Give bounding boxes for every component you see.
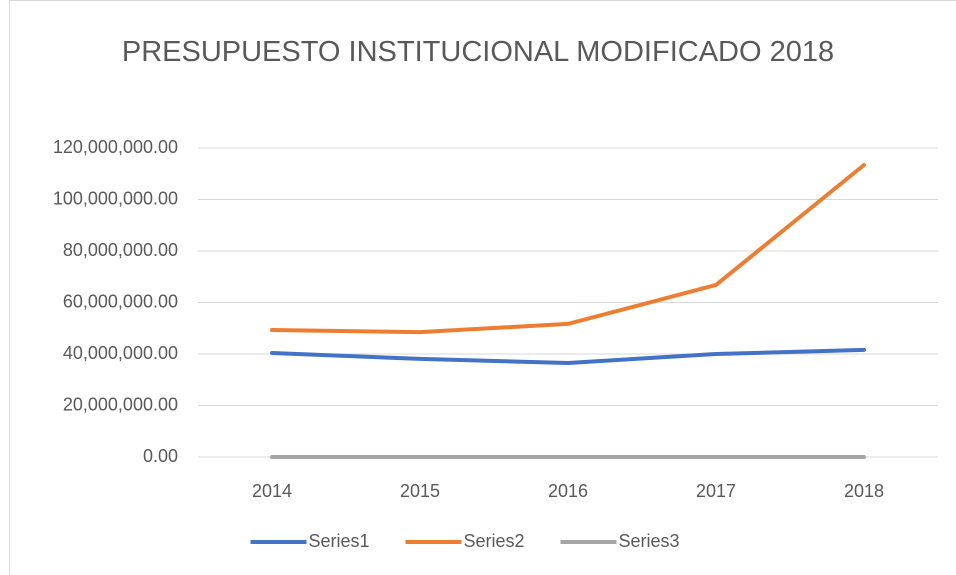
x-tick-label: 2018 (844, 481, 884, 501)
y-tick-label: 20,000,000.00 (63, 394, 178, 414)
x-tick-label: 2017 (696, 481, 736, 501)
legend-label: Series3 (619, 531, 680, 551)
chart-title: PRESUPUESTO INSTITUCIONAL MODIFICADO 201… (121, 36, 835, 68)
x-tick-label: 2014 (252, 481, 292, 501)
y-tick-label: 120,000,000.00 (53, 137, 178, 157)
legend-label: Series1 (309, 531, 370, 551)
y-tick-label: 100,000,000.00 (53, 188, 178, 208)
series-line (270, 162, 866, 335)
y-tick-label: 40,000,000.00 (63, 343, 178, 363)
chart-border (9, 0, 956, 575)
y-tick-label: 0.00 (143, 446, 178, 466)
x-tick-label: 2015 (400, 481, 440, 501)
x-tick-label: 2016 (548, 481, 588, 501)
y-tick-label: 80,000,000.00 (63, 240, 178, 260)
series-line (270, 347, 866, 366)
y-tick-label: 60,000,000.00 (63, 291, 178, 311)
legend-label: Series2 (464, 531, 525, 551)
